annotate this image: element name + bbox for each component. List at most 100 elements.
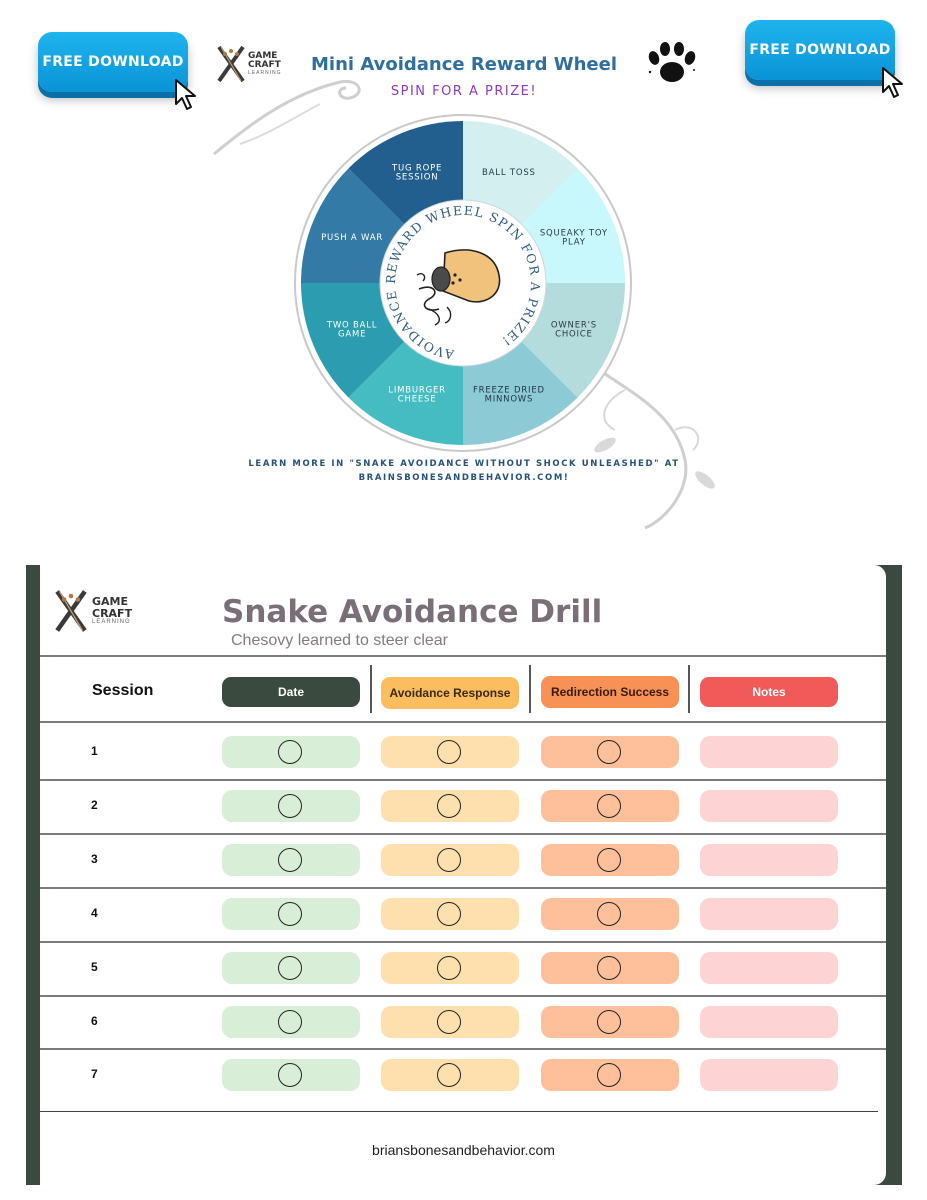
free-download-button-right[interactable]: FREE DOWNLOAD [745, 20, 903, 98]
avoidance-cell[interactable] [381, 844, 519, 876]
wheel-segment-label: PUSH A WAR [321, 233, 383, 243]
game-craft-logo: GAME CRAFT LEARNING [216, 44, 282, 84]
session-number: 7 [91, 1067, 98, 1081]
drill-title: Snake Avoidance Drill [222, 594, 603, 630]
avoidance-cell[interactable] [381, 736, 519, 768]
avoidance-column-header: Avoidance Response [381, 677, 519, 709]
redirection-cell[interactable] [541, 844, 679, 876]
checkbox-circle[interactable] [437, 902, 461, 926]
column-divider [529, 665, 531, 713]
row-divider [40, 887, 886, 889]
notes-cell[interactable] [700, 952, 838, 984]
decorative-swirl-icon [213, 79, 361, 156]
notes-cell[interactable] [700, 736, 838, 768]
redirection-cell[interactable] [541, 1006, 679, 1038]
game-craft-x-logo-icon [217, 45, 245, 83]
free-download-label: FREE DOWNLOAD [749, 42, 891, 58]
checkbox-circle[interactable] [278, 902, 302, 926]
checkbox-circle[interactable] [597, 956, 621, 980]
avoidance-cell[interactable] [381, 1059, 519, 1091]
checkbox-circle[interactable] [597, 902, 621, 926]
free-download-button-left[interactable]: FREE DOWNLOAD [38, 32, 196, 110]
wheel-segment-label: TWO BALL GAME [326, 320, 378, 339]
checkbox-circle[interactable] [278, 1010, 302, 1034]
decorative-vine-icon [584, 358, 715, 530]
notes-column-header: Notes [700, 677, 838, 707]
checkbox-circle[interactable] [597, 794, 621, 818]
reward-wheel[interactable]: BALL TOSS SQUEAKY TOY PLAY OWNER'S CHOICE FRE… [290, 110, 636, 456]
learn-more-text: LEARN MORE IN "SNAKE AVOIDANCE WITHOUT S… [248, 459, 680, 469]
checkbox-circle[interactable] [278, 1063, 302, 1087]
row-divider [40, 779, 886, 781]
avoidance-cell[interactable] [381, 898, 519, 930]
checkbox-circle[interactable] [437, 956, 461, 980]
redirection-cell[interactable] [541, 790, 679, 822]
wheel-segment-label: LIMBURGER CHEESE [388, 385, 446, 404]
checkbox-circle[interactable] [278, 956, 302, 980]
learn-more-url[interactable]: BRAINSBONESANDBEHAVIOR.COM! [358, 473, 570, 483]
notes-cell[interactable] [700, 1059, 838, 1091]
logo-line-learning: LEARNING [248, 69, 282, 76]
pointer-cursor-icon [882, 67, 903, 98]
checkbox-circle[interactable] [437, 1010, 461, 1034]
notes-cell[interactable] [700, 844, 838, 876]
checkbox-circle[interactable] [278, 740, 302, 764]
header-divider-bottom [40, 721, 886, 723]
date-cell[interactable] [222, 1059, 360, 1091]
avoidance-cell[interactable] [381, 952, 519, 984]
wheel-segment-label: BALL TOSS [482, 168, 536, 178]
date-column-header: Date [222, 677, 360, 707]
redirection-cell[interactable] [541, 952, 679, 984]
row-divider [40, 833, 886, 835]
session-number: 2 [91, 798, 98, 812]
footer-url[interactable]: briansbonesandbehavior.com [372, 1142, 555, 1158]
redirection-cell[interactable] [541, 1059, 679, 1091]
notes-cell[interactable] [700, 898, 838, 930]
session-number: 1 [91, 744, 98, 758]
notes-cell[interactable] [700, 1006, 838, 1038]
date-cell[interactable] [222, 844, 360, 876]
session-number: 5 [91, 960, 98, 974]
avoidance-cell[interactable] [381, 1006, 519, 1038]
header-divider-top [40, 655, 886, 657]
checkbox-circle[interactable] [597, 1010, 621, 1034]
date-cell[interactable] [222, 898, 360, 930]
checkbox-circle[interactable] [437, 848, 461, 872]
logo-line-game: GAME [248, 50, 278, 61]
redirection-cell[interactable] [541, 898, 679, 930]
paw-print-icon [648, 42, 696, 82]
wheel-subtitle: SPIN FOR A PRIZE! [390, 84, 538, 99]
row-divider [40, 995, 886, 997]
redirection-column-header: Redirection Success [541, 676, 679, 708]
row-divider [40, 941, 886, 943]
wheel-title: Mini Avoidance Reward Wheel [310, 54, 617, 75]
game-craft-logo: GAME CRAFT LEARNING [52, 588, 132, 634]
checkbox-circle[interactable] [437, 1063, 461, 1087]
session-column-header: Session [92, 682, 154, 699]
game-craft-x-logo-icon [55, 590, 87, 632]
date-cell[interactable] [222, 736, 360, 768]
date-cell[interactable] [222, 1006, 360, 1038]
checkbox-circle[interactable] [437, 794, 461, 818]
date-cell[interactable] [222, 790, 360, 822]
drill-subtitle: Chesovy learned to steer clear [231, 632, 448, 649]
logo-line-game: GAME [92, 595, 129, 609]
checkbox-circle[interactable] [278, 848, 302, 872]
session-number: 3 [91, 852, 98, 866]
checkbox-circle[interactable] [278, 794, 302, 818]
checkbox-circle[interactable] [597, 1063, 621, 1087]
wheel-segment-label: SQUEAKY TOY PLAY [540, 229, 608, 248]
checkbox-circle[interactable] [437, 740, 461, 764]
free-download-label: FREE DOWNLOAD [42, 54, 184, 70]
column-divider [370, 665, 372, 713]
wheel-segment-label: OWNER'S CHOICE [551, 320, 597, 339]
redirection-cell[interactable] [541, 736, 679, 768]
row-divider [40, 1048, 886, 1050]
avoidance-cell[interactable] [381, 790, 519, 822]
dog-sniffing-icon [416, 249, 501, 326]
checkbox-circle[interactable] [597, 848, 621, 872]
checkbox-circle[interactable] [597, 740, 621, 764]
date-cell[interactable] [222, 952, 360, 984]
notes-cell[interactable] [700, 790, 838, 822]
session-number: 4 [91, 906, 98, 920]
